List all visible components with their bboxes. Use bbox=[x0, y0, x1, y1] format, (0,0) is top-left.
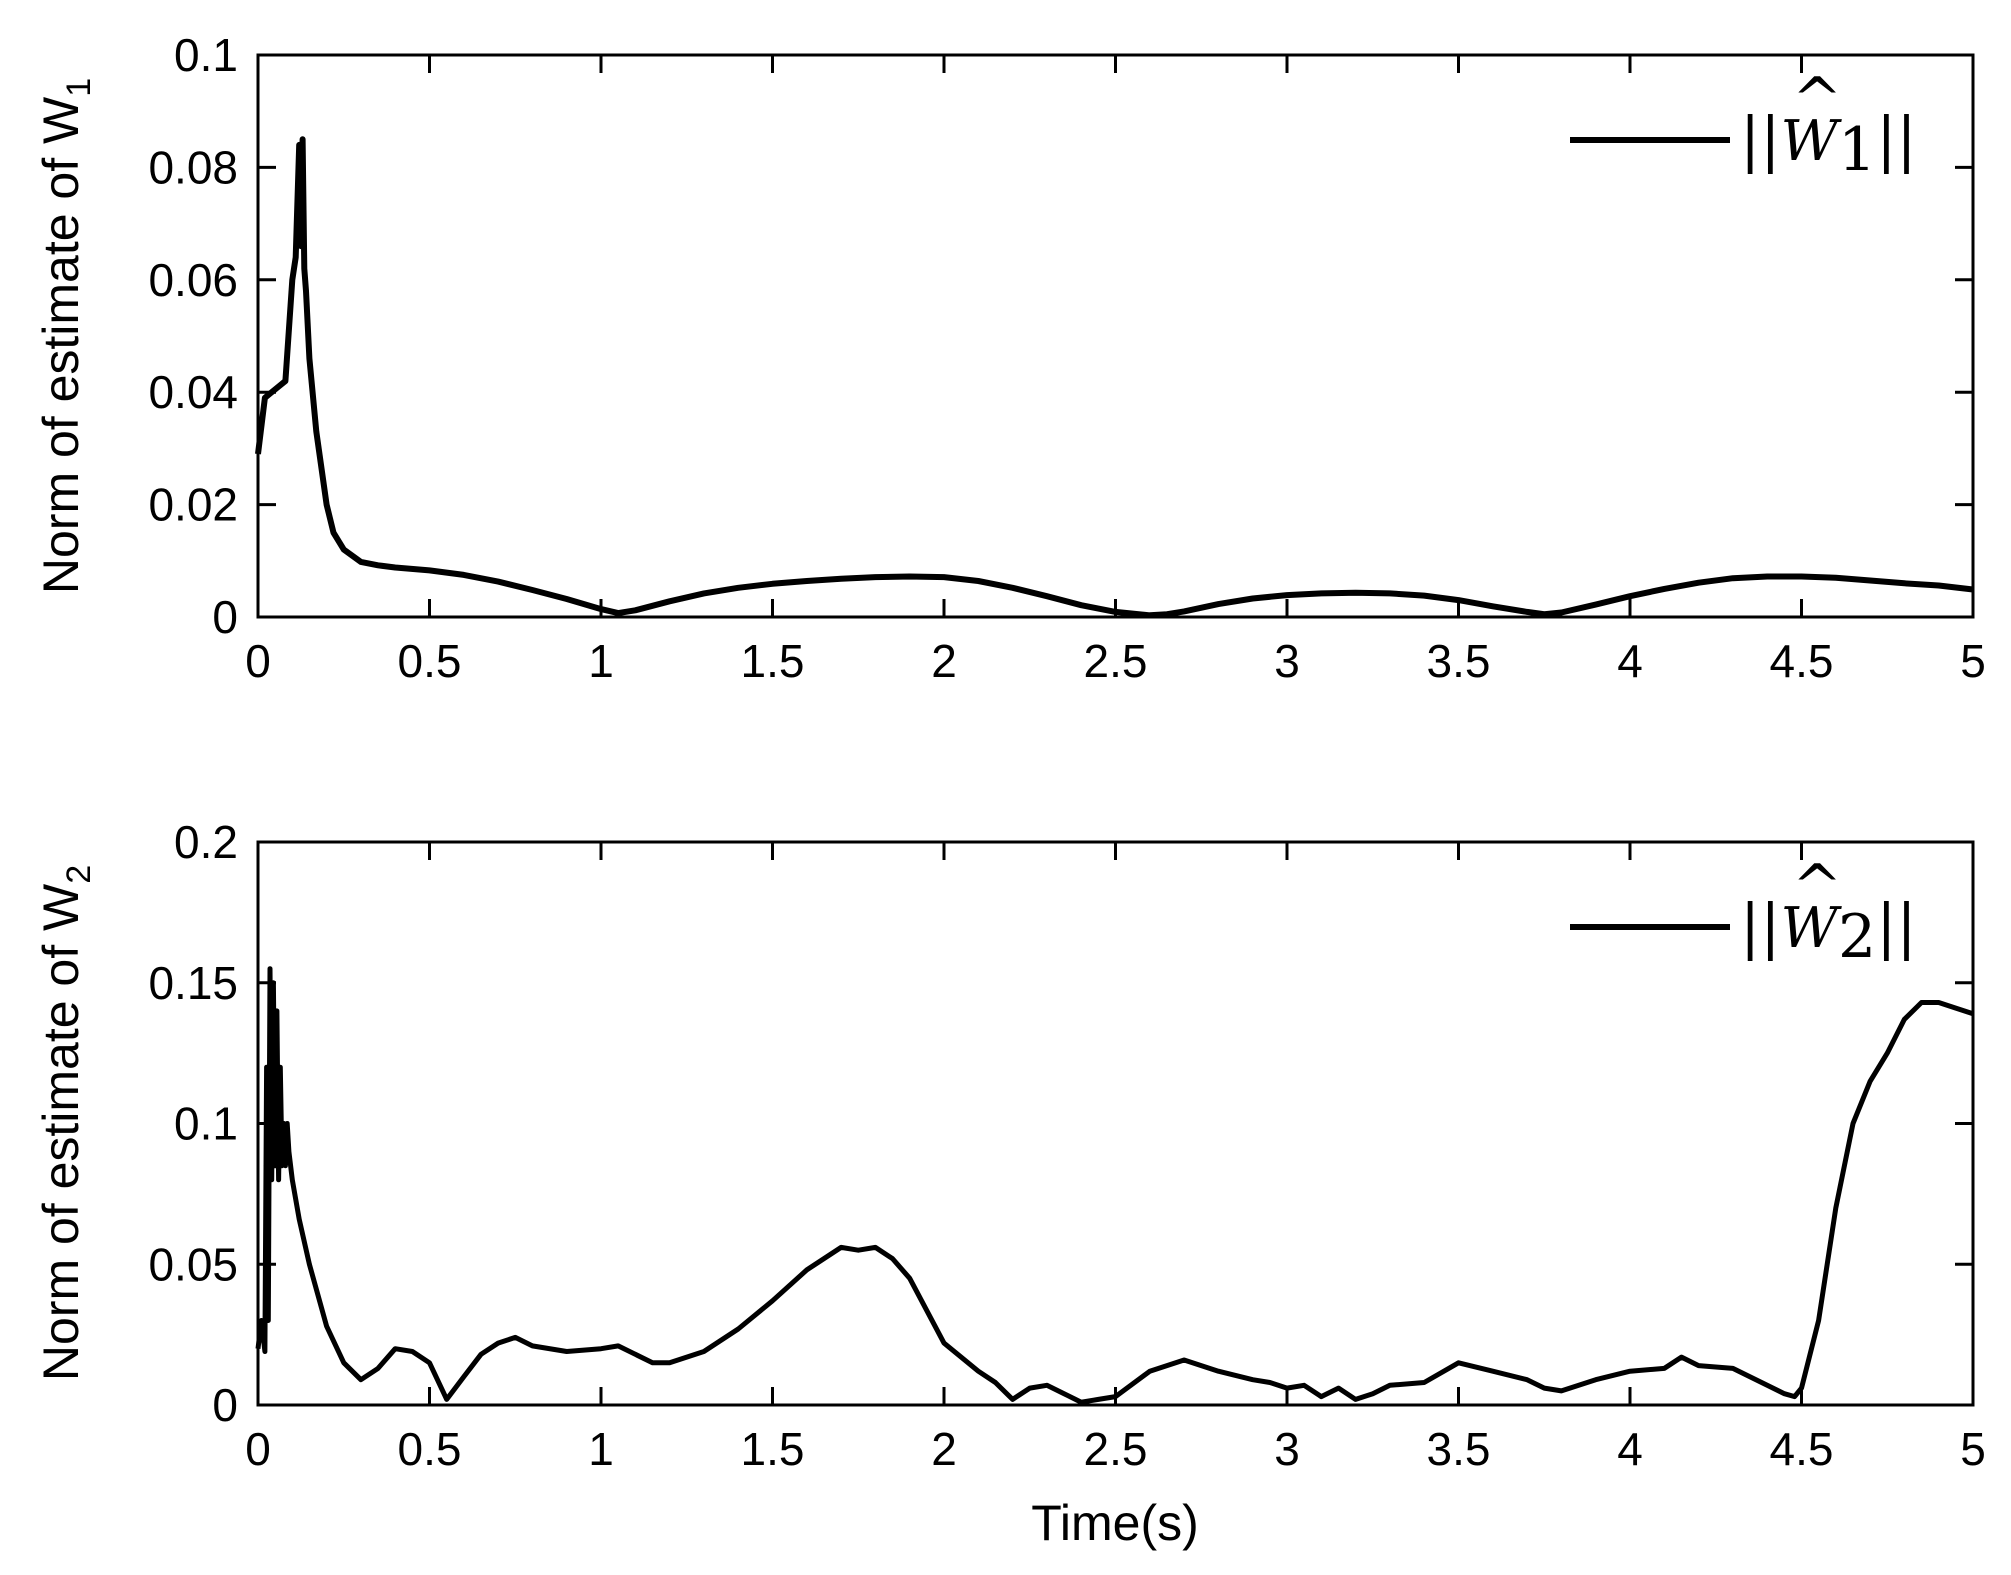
plot-area-top: 0 0.5 1 1.5 2 2.5 3 3.5 4 4.5 5 00.020.040.060.080… bbox=[148, 29, 1985, 687]
y-tick-label: 0.02 bbox=[148, 479, 238, 531]
x-tick-label: 4 bbox=[1617, 1423, 1643, 1475]
x-tick-label: 4 bbox=[1617, 635, 1643, 687]
x-tick-label: 0 bbox=[245, 1423, 271, 1475]
x-tick-label: 4.5 bbox=[1770, 635, 1834, 687]
y-axis-label-subscript-bottom: 2 bbox=[60, 865, 98, 884]
x-tick-label: 0 bbox=[245, 635, 271, 687]
y-tick-label: 0.2 bbox=[174, 816, 238, 868]
legend-top: ||W1|| ^ bbox=[1570, 65, 1917, 185]
x-tick-label: 2.5 bbox=[1084, 1423, 1148, 1475]
subplot-bottom: 0 0.5 1 1.5 2 2.5 3 3.5 4 4.5 5 0 0.05 0.1 0.15 0.2 No… bbox=[33, 816, 1986, 1551]
y-ticks-top: 0 0.02 0.04 0.06 0.08 0.1 bbox=[148, 29, 1973, 643]
y-tick-label: 0 bbox=[212, 1379, 238, 1431]
y-axis-label-bottom: Norm of estimate of W2 bbox=[33, 865, 98, 1381]
x-tick-label: 3 bbox=[1274, 1423, 1300, 1475]
series-line-w2 bbox=[255, 966, 1974, 1405]
x-ticks-bottom: 0 0.5 1 1.5 2 2.5 3 3.5 4 4.5 5 bbox=[245, 842, 1986, 1475]
axes-box-top bbox=[256, 53, 1975, 619]
x-ticks-top: 0 0.5 1 1.5 2 2.5 3 3.5 4 4.5 5 bbox=[245, 55, 1986, 687]
y-tick-label: 0.08 bbox=[148, 141, 238, 193]
y-tick-label: 0.04 bbox=[148, 366, 238, 418]
y-ticks-bottom: 0 0.05 0.1 0.15 0.2 bbox=[148, 816, 1973, 1431]
x-tick-label: 4.5 bbox=[1770, 1423, 1834, 1475]
x-tick-label: 3 bbox=[1274, 635, 1300, 687]
y-tick-label: 0.1 bbox=[174, 1098, 238, 1150]
y-tick-label: 0.1 bbox=[174, 29, 238, 81]
x-tick-label: 1.5 bbox=[741, 635, 805, 687]
series-line-w1 bbox=[255, 136, 1974, 619]
x-tick-label: 1.5 bbox=[741, 1423, 805, 1475]
x-tick-label: 0.5 bbox=[398, 635, 462, 687]
x-tick-label: 5 bbox=[1960, 1423, 1986, 1475]
x-tick-label: 3.5 bbox=[1427, 1423, 1491, 1475]
x-tick-label: 1 bbox=[588, 1423, 614, 1475]
x-tick-label: 1 bbox=[588, 635, 614, 687]
x-tick-label: 2 bbox=[931, 1423, 957, 1475]
legend-bottom: ||W2|| ^ bbox=[1570, 852, 1917, 972]
legend-label-w2: ||W2|| bbox=[1740, 892, 1917, 972]
y-tick-label: 0.05 bbox=[148, 1238, 238, 1290]
x-tick-label: 2.5 bbox=[1084, 635, 1148, 687]
y-tick-label: 0.15 bbox=[148, 957, 238, 1009]
legend-hat-w2: ^ bbox=[1792, 852, 1842, 922]
x-tick-label: 2 bbox=[931, 635, 957, 687]
y-axis-label-top: Norm of estimate of W1 bbox=[33, 78, 98, 594]
y-tick-label: 0.06 bbox=[148, 254, 238, 306]
y-tick-label: 0 bbox=[212, 591, 238, 643]
plot-area-bottom: 0 0.5 1 1.5 2 2.5 3 3.5 4 4.5 5 0 0.05 0.1 0.15 0.2 bbox=[148, 816, 1985, 1475]
x-tick-label: 0.5 bbox=[398, 1423, 462, 1475]
legend-hat-w1: ^ bbox=[1792, 65, 1842, 135]
legend-label-w1: ||W1|| bbox=[1740, 105, 1917, 185]
x-tick-label: 5 bbox=[1960, 635, 1986, 687]
subplot-top: 0 0.5 1 1.5 2 2.5 3 3.5 4 4.5 5 00.020.040.060.080… bbox=[33, 29, 1986, 687]
x-tick-label: 3.5 bbox=[1427, 635, 1491, 687]
y-axis-label-subscript-top: 1 bbox=[60, 78, 98, 97]
axes-box-bottom bbox=[256, 840, 1975, 1407]
x-axis-label-bottom: Time(s) bbox=[1031, 1495, 1199, 1551]
